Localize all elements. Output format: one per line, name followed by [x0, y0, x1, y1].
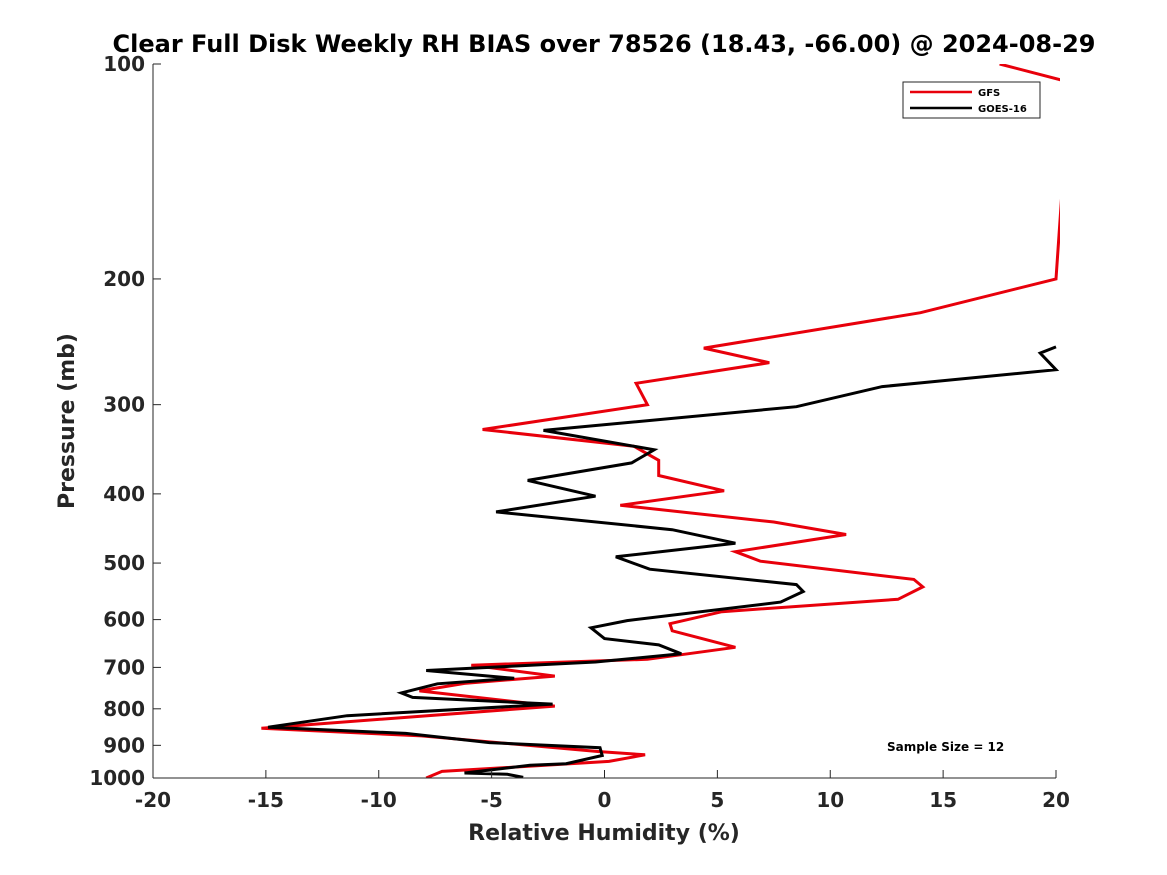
y-tick-label: 400 [103, 482, 145, 506]
x-axis-label: Relative Humidity (%) [468, 821, 740, 846]
legend-label-gfs: GFS [978, 88, 1000, 99]
y-tick-label: 900 [103, 733, 145, 757]
plot-area [153, 64, 1056, 778]
x-tick-label: -15 [248, 788, 284, 812]
y-ticks: 100 200 300 400 500 600 700 800 900 1000 [89, 52, 161, 790]
y-tick-label: 100 [103, 52, 145, 76]
series-layer [261, 64, 1060, 778]
y-tick-label: 200 [103, 267, 145, 291]
x-tick-label: 15 [929, 788, 957, 812]
x-tick-label: 5 [710, 788, 724, 812]
y-tick-label: 600 [103, 608, 145, 632]
series-line-gfs [261, 64, 1060, 778]
x-tick-label: 0 [598, 788, 612, 812]
x-tick-label: 20 [1042, 788, 1070, 812]
y-tick-label: 300 [103, 393, 145, 417]
y-tick-label: 500 [103, 551, 145, 575]
x-tick-label: -10 [361, 788, 397, 812]
legend-label-goes16: GOES-16 [978, 104, 1027, 115]
x-tick-label: 10 [816, 788, 844, 812]
y-axis-label: Pressure (mb) [55, 333, 80, 509]
legend-box [902, 81, 1041, 119]
y-tick-label: 1000 [89, 766, 145, 790]
series-line-goes16 [267, 345, 1060, 778]
y-tick-label: 800 [103, 697, 145, 721]
x-tick-label: -20 [135, 788, 171, 812]
y-tick-label: 700 [103, 655, 145, 679]
x-ticks: -20 -15 -10 -5 0 5 10 15 20 [135, 770, 1070, 812]
x-tick-label: -5 [481, 788, 503, 812]
legend: GFS GOES-16 [902, 81, 1041, 119]
sample-size-annotation: Sample Size = 12 [887, 740, 1004, 754]
chart-title: Clear Full Disk Weekly RH BIAS over 7852… [113, 30, 1096, 58]
